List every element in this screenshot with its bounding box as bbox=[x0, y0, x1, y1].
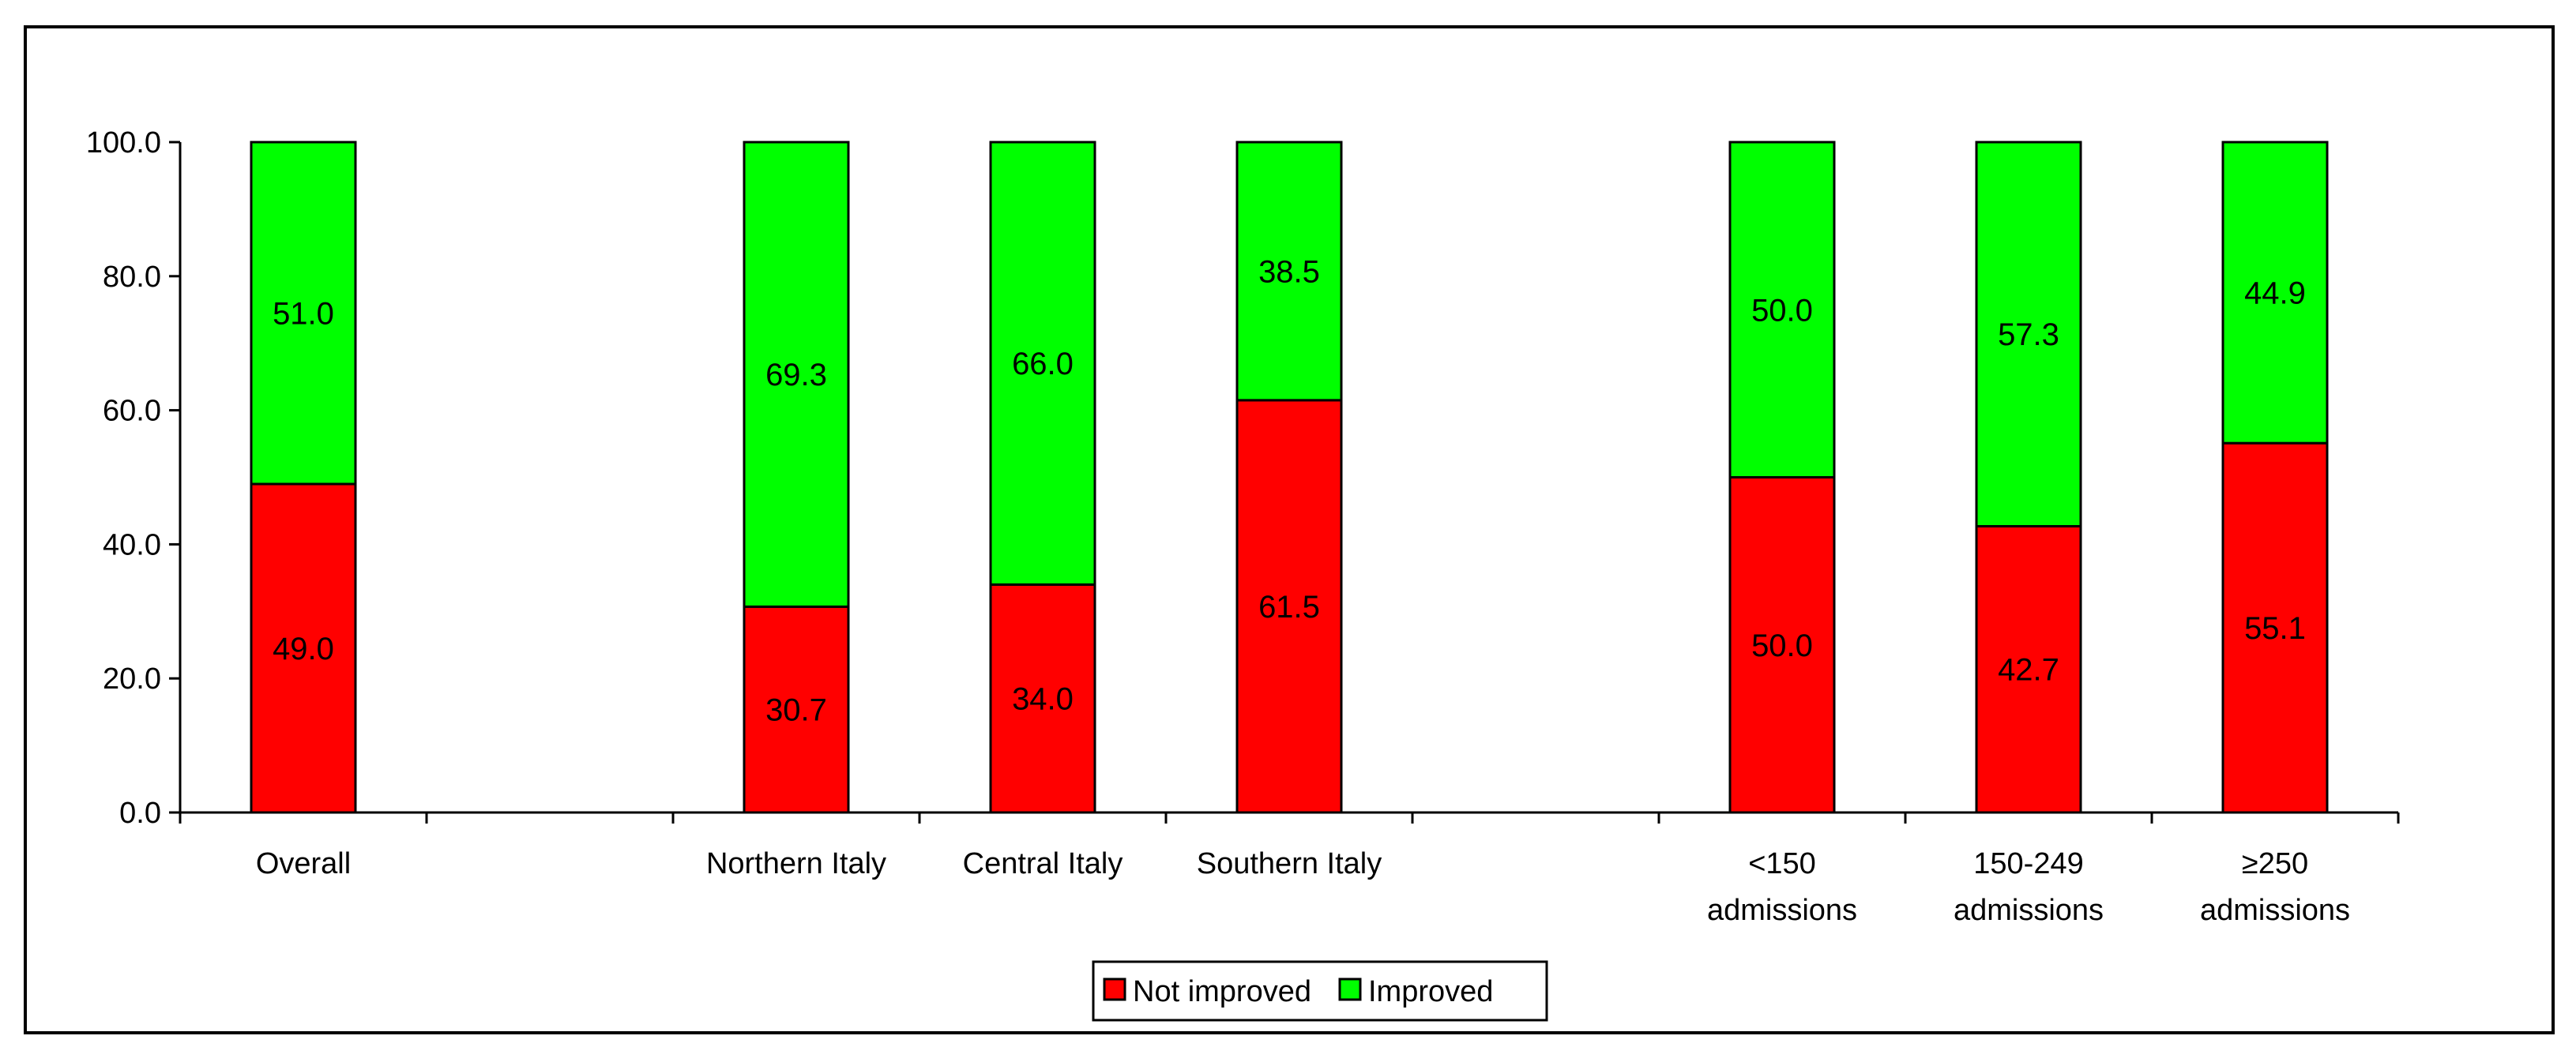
legend-swatch-not-improved bbox=[1103, 978, 1126, 1001]
bar-value-label: 66.0 bbox=[1012, 347, 1074, 381]
bar-value-label: 50.0 bbox=[1751, 629, 1813, 663]
bar-value-label: 61.5 bbox=[1258, 590, 1320, 625]
chart-axes: 0.0 20.0 40.0 60.0 80.0 100.0 Overall Northern … bbox=[86, 126, 2400, 927]
bar-segment-improved bbox=[2221, 141, 2329, 445]
bar-segment-improved bbox=[989, 141, 1096, 586]
bar-value-label: 49.0 bbox=[273, 632, 334, 666]
y-tick-label: 100.0 bbox=[86, 126, 161, 159]
x-category-label: ≥250 bbox=[2242, 847, 2308, 880]
legend-swatch-improved bbox=[1338, 978, 1362, 1001]
bar-segment-not-improved bbox=[743, 605, 850, 814]
bar-value-label: 44.9 bbox=[2244, 276, 2306, 311]
x-category-label: <150 bbox=[1748, 847, 1816, 880]
bar-segment-not-improved bbox=[989, 583, 1096, 814]
chart-svg: 0.0 20.0 40.0 60.0 80.0 100.0 Overall Northern … bbox=[86, 126, 2400, 1022]
bar-segment-improved bbox=[250, 141, 357, 486]
bar-value-label: 30.7 bbox=[765, 693, 827, 728]
chart-frame: 0.0 20.0 40.0 60.0 80.0 100.0 Overall Northern … bbox=[24, 25, 2555, 1034]
bar-segment-improved bbox=[743, 141, 850, 608]
legend-label: Not improved bbox=[1133, 975, 1311, 1008]
legend-label: Improved bbox=[1368, 975, 1493, 1008]
y-tick-label: 0.0 bbox=[119, 797, 161, 830]
x-category-label: admissions bbox=[1707, 894, 1857, 927]
x-category-label: Northern Italy bbox=[706, 847, 886, 880]
bar-value-label: 57.3 bbox=[1998, 317, 2059, 352]
x-category-label: Central Italy bbox=[963, 847, 1123, 880]
bar-value-label: 50.0 bbox=[1751, 293, 1813, 328]
bar-segment-not-improved bbox=[1235, 399, 1343, 814]
bar-value-label: 51.0 bbox=[273, 296, 334, 331]
y-tick-label: 60.0 bbox=[103, 395, 161, 428]
bar-segment-improved bbox=[1975, 141, 2082, 527]
bar-value-label: 42.7 bbox=[1998, 653, 2059, 688]
chart-legend: Not improved Improved bbox=[1092, 960, 1548, 1022]
legend-box bbox=[1092, 960, 1548, 1022]
x-category-label: admissions bbox=[2200, 894, 2350, 927]
bar-segment-not-improved bbox=[2221, 441, 2329, 814]
chart-bars: 49.0 51.0 30.7 69.3 34.0 66.0 61.5 38.5 50.0 50.0… bbox=[250, 141, 2329, 814]
x-category-label: admissions bbox=[1954, 894, 2104, 927]
x-category-label: Southern Italy bbox=[1197, 847, 1382, 880]
y-tick-label: 80.0 bbox=[103, 261, 161, 294]
bar-segment-improved bbox=[1728, 141, 1836, 478]
bar-segment-not-improved bbox=[1975, 524, 2082, 814]
bar-value-label: 34.0 bbox=[1012, 682, 1074, 717]
bar-segment-improved bbox=[1235, 141, 1343, 402]
x-category-label: 150-249 bbox=[1973, 847, 2083, 880]
bar-value-label: 69.3 bbox=[765, 358, 827, 392]
bar-value-label: 55.1 bbox=[2244, 611, 2306, 646]
bar-value-label: 38.5 bbox=[1258, 254, 1320, 289]
y-tick-label: 40.0 bbox=[103, 528, 161, 561]
bar-segment-not-improved bbox=[250, 482, 357, 814]
x-category-label: Overall bbox=[256, 847, 351, 880]
y-tick-label: 20.0 bbox=[103, 662, 161, 696]
